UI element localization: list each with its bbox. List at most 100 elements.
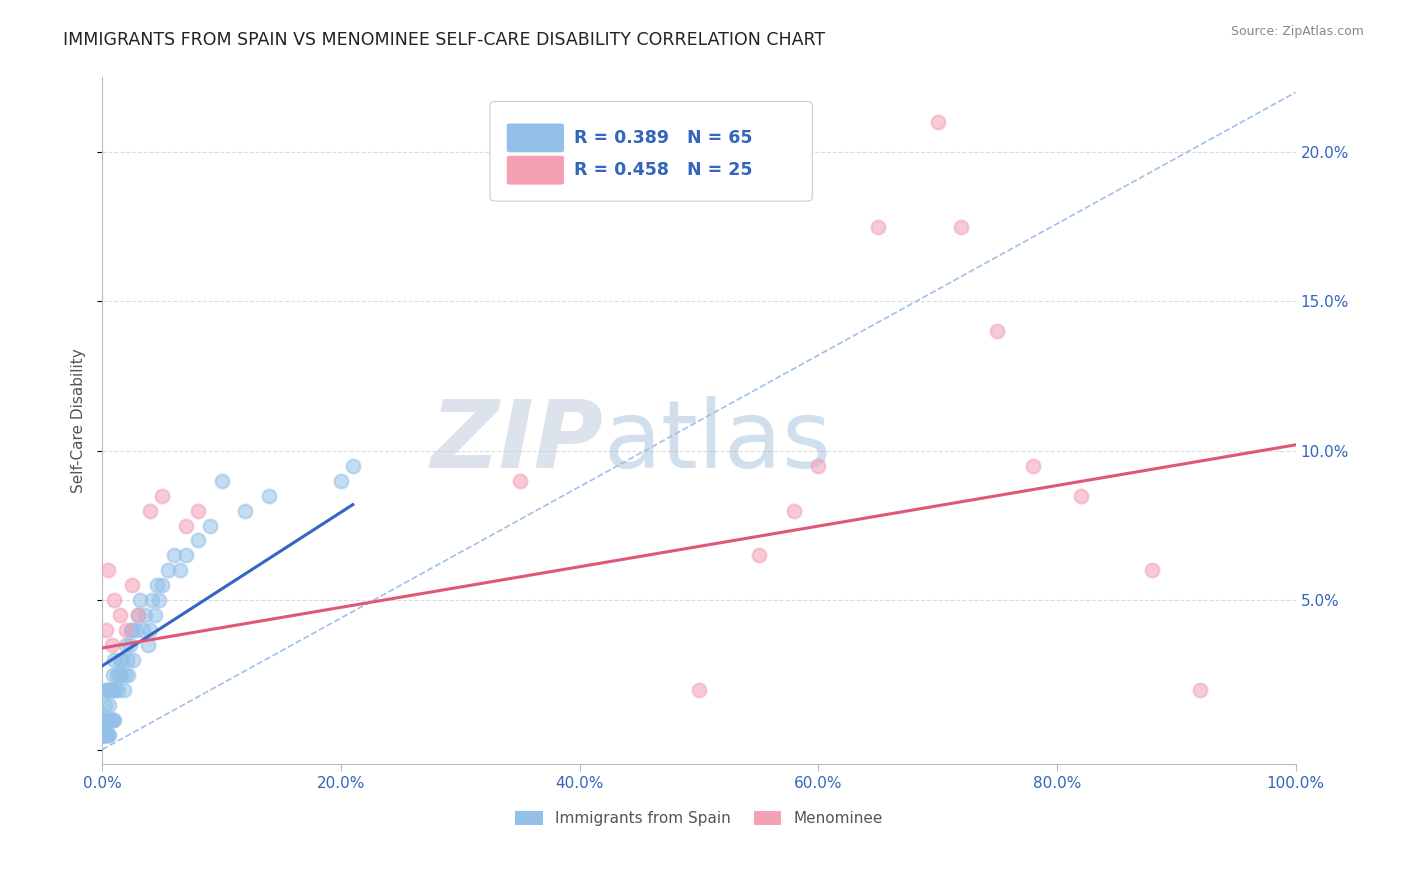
Point <box>134 608 156 623</box>
Point <box>136 638 159 652</box>
Point <box>117 668 139 682</box>
Point <box>96 713 118 727</box>
Point <box>97 563 120 577</box>
Point <box>927 115 949 129</box>
Point <box>121 578 143 592</box>
Point <box>93 728 115 742</box>
Point <box>986 324 1008 338</box>
Point <box>174 518 197 533</box>
Point <box>93 713 115 727</box>
Point <box>115 638 138 652</box>
Point <box>141 593 163 607</box>
Point <box>93 728 115 742</box>
Point <box>93 728 115 742</box>
Text: R = 0.458   N = 25: R = 0.458 N = 25 <box>574 161 752 179</box>
Y-axis label: Self-Care Disability: Self-Care Disability <box>72 349 86 493</box>
Point <box>118 638 141 652</box>
Point <box>150 489 173 503</box>
Point <box>187 503 209 517</box>
Point <box>101 668 124 682</box>
Point <box>117 653 139 667</box>
Point <box>174 549 197 563</box>
Point <box>259 489 281 503</box>
Point <box>187 533 209 548</box>
Point <box>115 623 138 637</box>
Point <box>94 713 117 727</box>
Point <box>103 713 125 727</box>
Point <box>96 682 118 697</box>
Point <box>100 682 122 697</box>
Point <box>114 668 136 682</box>
Point <box>688 682 710 697</box>
Text: ZIP: ZIP <box>430 395 603 488</box>
Point <box>143 608 166 623</box>
Point <box>748 549 770 563</box>
Point <box>91 728 114 742</box>
Point <box>110 668 132 682</box>
Point <box>98 698 121 712</box>
Point <box>156 563 179 577</box>
Point <box>101 713 124 727</box>
FancyBboxPatch shape <box>506 123 564 153</box>
Point <box>103 653 125 667</box>
Point <box>93 713 115 727</box>
Point <box>124 623 146 637</box>
Point <box>127 608 149 623</box>
Point <box>94 623 117 637</box>
Point <box>783 503 806 517</box>
Point <box>112 682 135 697</box>
Point <box>94 682 117 697</box>
Point <box>150 578 173 592</box>
Point <box>108 653 131 667</box>
Point <box>100 682 122 697</box>
Point <box>139 623 162 637</box>
Point <box>169 563 191 577</box>
Point <box>139 503 162 517</box>
Point <box>146 578 169 592</box>
Point <box>98 728 121 742</box>
Point <box>97 713 120 727</box>
Point <box>509 474 531 488</box>
Point <box>163 549 186 563</box>
Point <box>100 713 122 727</box>
FancyBboxPatch shape <box>491 102 813 201</box>
Point <box>807 458 830 473</box>
Point <box>866 219 889 234</box>
Point <box>120 623 142 637</box>
Point <box>121 623 143 637</box>
Point <box>111 653 134 667</box>
Point <box>103 593 125 607</box>
Text: IMMIGRANTS FROM SPAIN VS MENOMINEE SELF-CARE DISABILITY CORRELATION CHART: IMMIGRANTS FROM SPAIN VS MENOMINEE SELF-… <box>63 31 825 49</box>
Point <box>108 608 131 623</box>
Point <box>132 623 155 637</box>
Text: R = 0.389   N = 65: R = 0.389 N = 65 <box>574 129 752 147</box>
Point <box>97 682 120 697</box>
Point <box>108 668 131 682</box>
Point <box>329 474 352 488</box>
Point <box>342 458 364 473</box>
Text: atlas: atlas <box>603 395 832 488</box>
Point <box>148 593 170 607</box>
Point <box>129 593 152 607</box>
Point <box>950 219 973 234</box>
Point <box>1022 458 1045 473</box>
Point <box>211 474 233 488</box>
Point <box>1070 489 1092 503</box>
Point <box>96 728 118 742</box>
Text: Source: ZipAtlas.com: Source: ZipAtlas.com <box>1230 25 1364 38</box>
Point <box>1142 563 1164 577</box>
Point <box>235 503 257 517</box>
Legend: Immigrants from Spain, Menominee: Immigrants from Spain, Menominee <box>509 805 889 832</box>
Point <box>107 682 129 697</box>
Point <box>100 713 122 727</box>
Point <box>97 728 120 742</box>
Point <box>1189 682 1212 697</box>
Point <box>127 608 149 623</box>
Point <box>122 653 145 667</box>
Point <box>198 518 221 533</box>
FancyBboxPatch shape <box>506 156 564 185</box>
Point <box>105 668 128 682</box>
Point <box>100 638 122 652</box>
Point <box>93 698 115 712</box>
Point <box>104 682 127 697</box>
